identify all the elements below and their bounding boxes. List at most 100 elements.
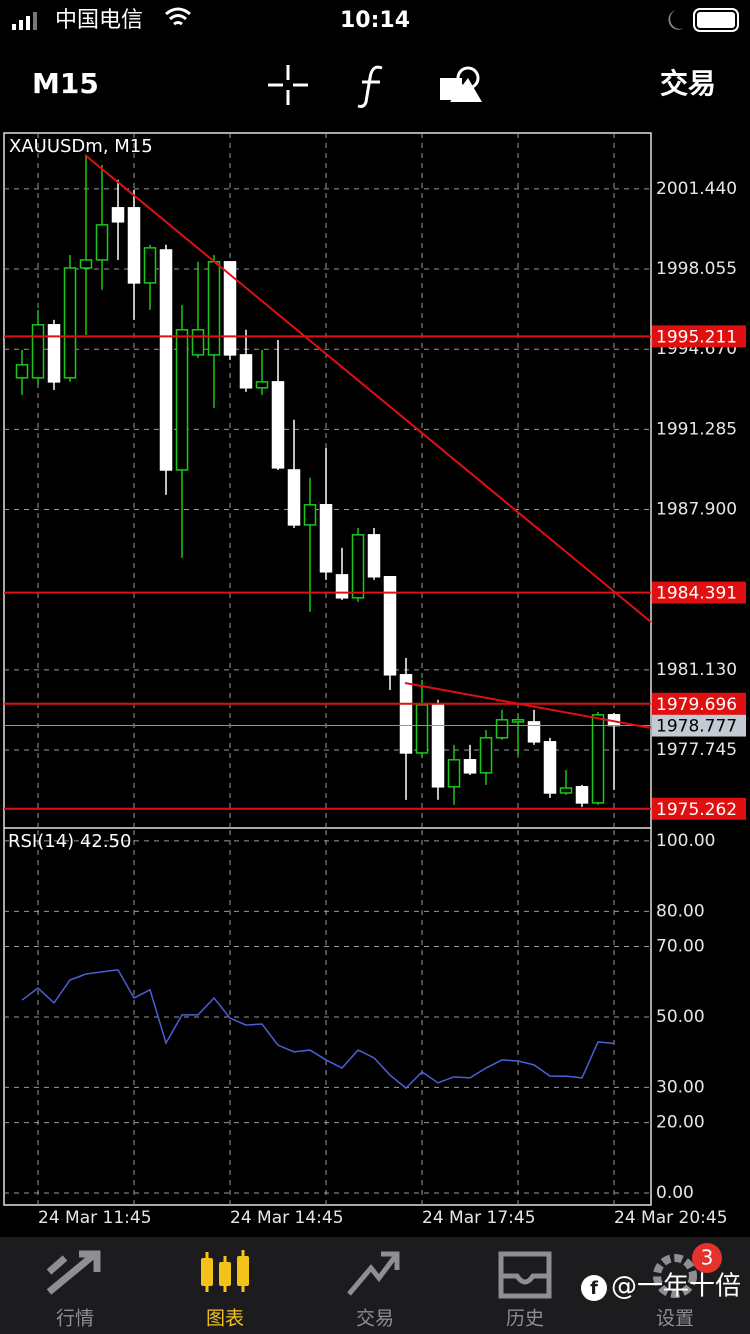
plot-layer bbox=[4, 154, 651, 1090]
watermark-text: @一年十倍 bbox=[611, 1272, 741, 1302]
candle-body bbox=[527, 721, 541, 743]
watermark: f @一年十倍 bbox=[581, 1272, 741, 1302]
watermark-logo-letter: f bbox=[590, 1278, 598, 1299]
badge-count: 3 bbox=[701, 1246, 714, 1270]
candle-body bbox=[271, 381, 285, 469]
candle-body bbox=[47, 324, 61, 383]
signal-bar bbox=[33, 12, 37, 30]
candle-body bbox=[479, 737, 493, 774]
candle-body bbox=[127, 207, 141, 284]
candle-body bbox=[95, 224, 109, 261]
candle-body bbox=[351, 534, 365, 599]
candle-body bbox=[495, 719, 509, 739]
y-tick-label: 1977.745 bbox=[656, 740, 737, 760]
signal-bar bbox=[26, 16, 30, 30]
y-tick-label: 30.00 bbox=[656, 1077, 705, 1097]
label-layer: 2001.4401998.0551994.6701991.2851987.900… bbox=[38, 179, 746, 1228]
badge bbox=[692, 1243, 722, 1273]
trend-line bbox=[404, 682, 652, 729]
candle-body bbox=[223, 261, 237, 356]
level-label: 1984.391 bbox=[656, 584, 737, 604]
signal-bar bbox=[12, 24, 16, 30]
battery bbox=[693, 8, 739, 32]
tab-layer: 行情 图表 交易 历史 设置 3 bbox=[46, 1243, 722, 1330]
trend-line bbox=[84, 154, 652, 623]
tab-label: 行情 bbox=[56, 1308, 94, 1330]
candle-body bbox=[159, 249, 173, 471]
tab[interactable]: 历史 bbox=[498, 1251, 552, 1330]
y-tick-label: 1987.900 bbox=[656, 500, 737, 520]
y-tick-label: 1991.285 bbox=[656, 419, 737, 439]
tab-icon bbox=[347, 1251, 400, 1296]
candle-body bbox=[319, 504, 333, 573]
y-tick-label: 1998.055 bbox=[656, 259, 737, 279]
candle-body bbox=[543, 741, 557, 794]
status-bar: 中国电信 10:14 bbox=[12, 7, 739, 33]
candle-body bbox=[463, 759, 477, 774]
candle-body bbox=[63, 267, 77, 379]
objects-triangle bbox=[450, 78, 482, 102]
tab-label: 设置 bbox=[656, 1308, 694, 1330]
candle-body bbox=[399, 674, 413, 754]
y-tick-label: 80.00 bbox=[656, 901, 705, 921]
signal-bar bbox=[19, 20, 23, 30]
x-tick-label: 24 Mar 17:45 bbox=[422, 1208, 536, 1228]
tab[interactable]: 图表 bbox=[201, 1250, 249, 1330]
tab[interactable]: 交易 bbox=[347, 1251, 400, 1330]
tab-icon bbox=[653, 1254, 697, 1298]
trade-button[interactable]: 交易 bbox=[660, 67, 716, 100]
level-label: 1979.696 bbox=[656, 695, 737, 715]
tab-icon-body bbox=[237, 1256, 249, 1286]
level-box bbox=[652, 325, 746, 348]
tab[interactable]: 设置 bbox=[653, 1254, 697, 1330]
candle-body bbox=[367, 534, 381, 578]
candle-body bbox=[303, 504, 317, 526]
candle-body bbox=[191, 329, 205, 356]
current-price-box bbox=[652, 714, 746, 737]
y-tick-label: 2001.440 bbox=[656, 179, 737, 199]
level-box bbox=[652, 692, 746, 715]
clock: 10:14 bbox=[340, 8, 410, 33]
tab-label: 历史 bbox=[506, 1308, 544, 1330]
battery-level bbox=[697, 12, 735, 28]
indicator-icon[interactable] bbox=[357, 65, 383, 108]
tab-icon-body bbox=[201, 1258, 213, 1286]
y-tick-label: 100.00 bbox=[656, 831, 715, 851]
current-price-label: 1978.777 bbox=[656, 717, 737, 737]
y-tick-label: 20.00 bbox=[656, 1113, 705, 1133]
timeframe-button[interactable]: M15 bbox=[32, 67, 99, 100]
tab-icon bbox=[46, 1250, 101, 1295]
candle-body bbox=[287, 469, 301, 526]
candle-body bbox=[111, 207, 125, 223]
symbol-label: XAUUSDm, M15 bbox=[9, 136, 153, 157]
x-tick-label: 24 Mar 14:45 bbox=[230, 1208, 344, 1228]
level-box bbox=[652, 581, 746, 604]
objects-icon[interactable] bbox=[440, 66, 482, 102]
candle-body bbox=[175, 329, 189, 471]
candle-body bbox=[239, 354, 253, 389]
candle-body bbox=[255, 381, 269, 389]
candle-body bbox=[511, 719, 525, 723]
y-tick-label: 70.00 bbox=[656, 937, 705, 957]
y-tick-label: 0.00 bbox=[656, 1183, 694, 1203]
candle-body bbox=[79, 259, 93, 269]
toolbar: M15 交易 bbox=[32, 65, 716, 108]
candle-body bbox=[415, 704, 429, 754]
candle-body bbox=[15, 364, 29, 379]
indicator-label: RSI(14) 42.50 bbox=[8, 831, 131, 852]
rsi-line bbox=[21, 968, 615, 1090]
candle-body bbox=[431, 704, 445, 788]
candle-body bbox=[591, 714, 605, 804]
carrier: 中国电信 bbox=[55, 8, 143, 33]
candle-body bbox=[31, 324, 45, 379]
candle-body bbox=[143, 247, 157, 284]
candle-body bbox=[575, 786, 589, 804]
candle-body bbox=[383, 576, 397, 676]
tab-icon-body bbox=[219, 1262, 231, 1286]
y-tick-label: 50.00 bbox=[656, 1007, 705, 1027]
candle-body bbox=[335, 574, 349, 599]
x-tick-label: 24 Mar 20:45 bbox=[614, 1208, 728, 1228]
crosshair-icon[interactable] bbox=[268, 65, 308, 105]
tab[interactable]: 行情 bbox=[46, 1250, 101, 1330]
